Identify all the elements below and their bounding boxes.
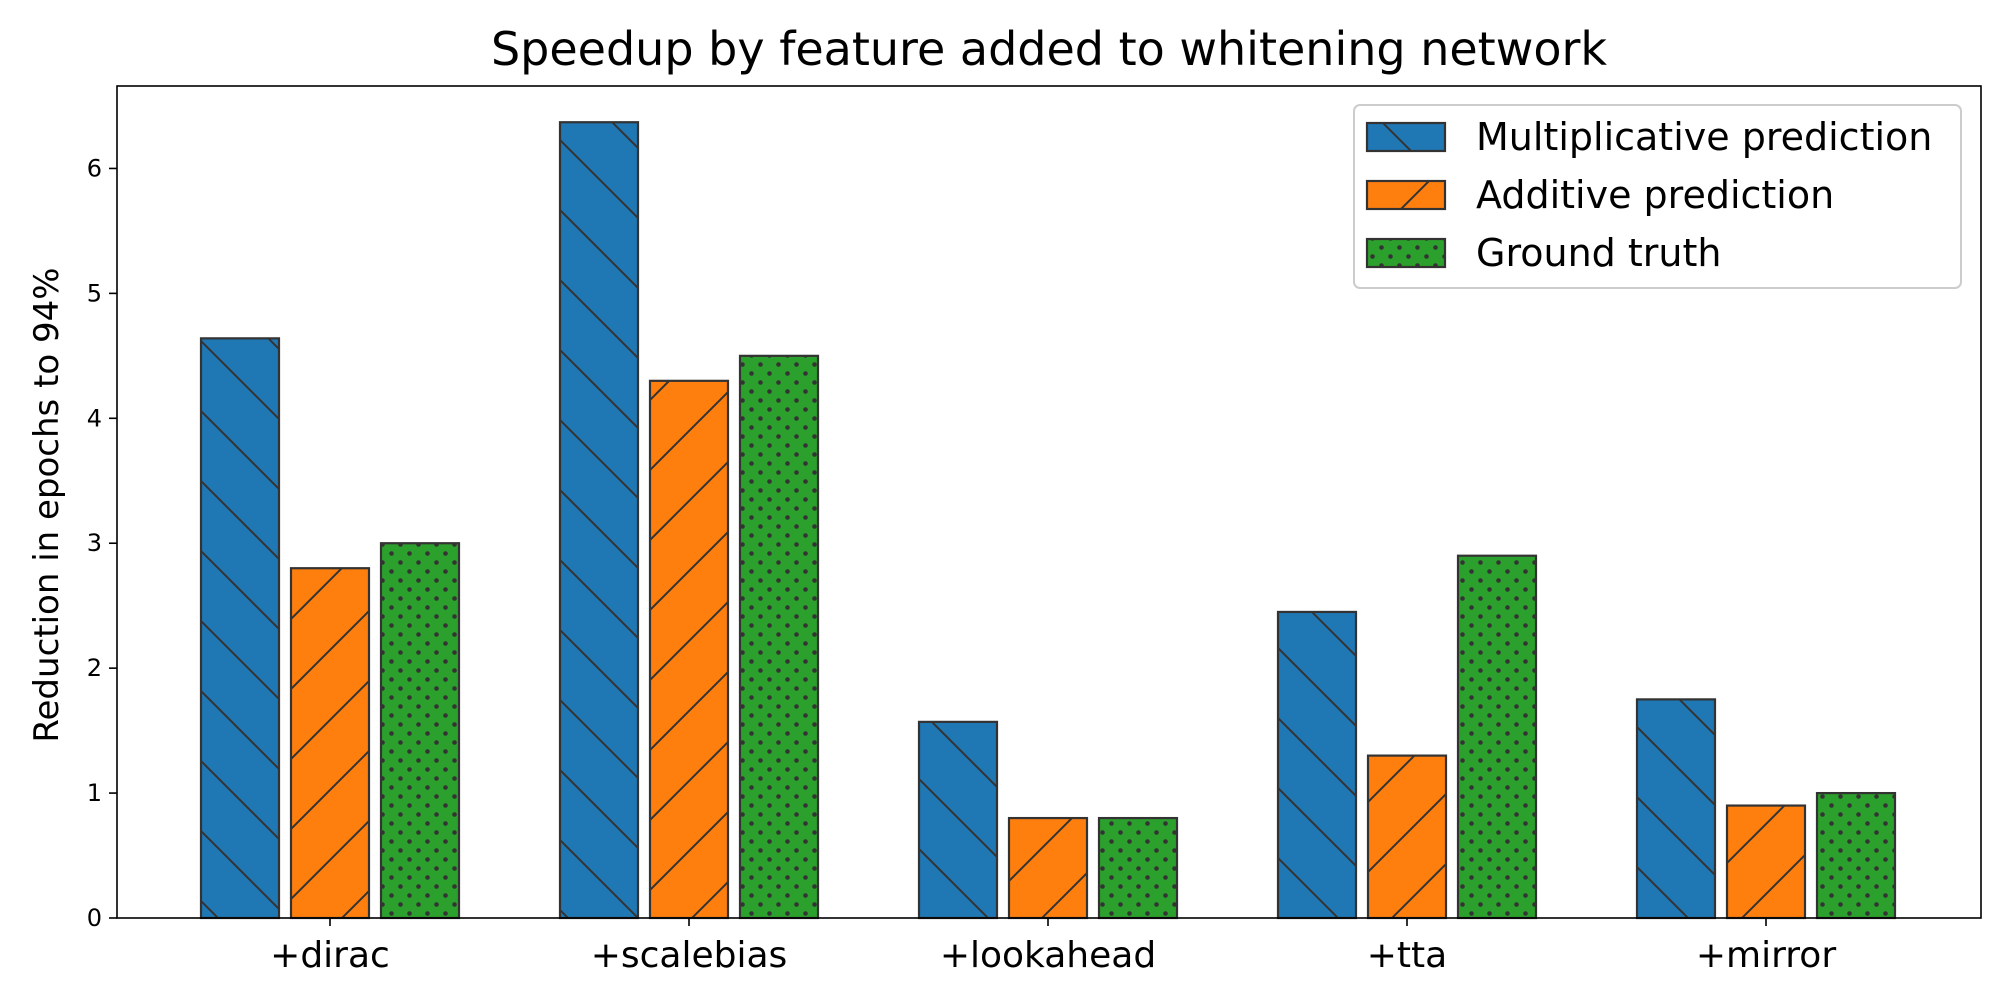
bar-additive-prediction-dirac-hatch (289, 567, 371, 920)
bar-multiplicative-prediction-dirac-hatch (199, 337, 281, 920)
bar-additive-prediction-scalebias (648, 379, 730, 920)
bar-additive-prediction-dirac (289, 567, 371, 920)
y-tick-label-4: 4 (87, 404, 102, 432)
bar-multiplicative-prediction-scalebias-hatch (558, 121, 640, 920)
x-tick-label-tta: +tta (1367, 935, 1447, 976)
x-tick-label-scalebias: +scalebias (591, 935, 788, 976)
y-axis-label: Reduction in epochs to 94% (27, 267, 67, 742)
y-tick-label-3: 3 (87, 529, 102, 557)
bar-multiplicative-prediction-lookahead (917, 720, 999, 920)
bar-ground-truth-dirac (379, 542, 461, 920)
bar-additive-prediction-mirror-hatch (1725, 804, 1807, 920)
x-tick-label-mirror: +mirror (1696, 935, 1836, 976)
x-axis: +dirac +scalebias +lookahead +tta +mirror (270, 918, 1836, 976)
bar-ground-truth-scalebias (738, 354, 820, 920)
legend-swatch-ground-truth-hatch (1365, 237, 1447, 269)
x-tick-label-lookahead: +lookahead (940, 935, 1156, 976)
bar-multiplicative-prediction-lookahead-hatch (917, 720, 999, 920)
legend: Multiplicative prediction Additive predic… (1353, 104, 1962, 289)
bar-ground-truth-tta-hatch (1456, 554, 1538, 920)
legend-label-additive-prediction: Additive prediction (1476, 173, 1834, 217)
bar-ground-truth-dirac-hatch (379, 542, 461, 920)
bar-ground-truth-scalebias-hatch (738, 354, 820, 920)
bar-ground-truth-tta (1456, 554, 1538, 920)
x-tick-label-dirac: +dirac (270, 935, 390, 976)
bar-multiplicative-prediction-tta (1276, 610, 1358, 920)
bar-multiplicative-prediction-mirror (1635, 698, 1717, 920)
y-tick-label-0: 0 (87, 904, 102, 932)
bar-ground-truth-lookahead-hatch (1097, 816, 1179, 920)
bar-ground-truth-mirror-hatch (1815, 791, 1897, 920)
bars-layer (199, 121, 1897, 920)
chart-title: Speedup by feature added to whitening ne… (491, 22, 1607, 76)
bar-additive-prediction-scalebias-hatch (648, 379, 730, 920)
bar-multiplicative-prediction-tta-hatch (1276, 610, 1358, 920)
bar-additive-prediction-lookahead-hatch (1007, 816, 1089, 920)
y-tick-label-6: 6 (87, 154, 102, 182)
bar-ground-truth-lookahead (1097, 816, 1179, 920)
bar-ground-truth-mirror (1815, 791, 1897, 920)
bar-additive-prediction-tta (1366, 754, 1448, 920)
legend-swatch-additive-prediction-hatch (1365, 179, 1447, 211)
y-tick-label-1: 1 (87, 779, 102, 807)
bar-multiplicative-prediction-scalebias (558, 121, 640, 920)
legend-swatch-additive-prediction (1365, 179, 1447, 211)
plot-frame (116, 85, 1982, 919)
y-tick-label-5: 5 (87, 279, 102, 307)
legend-box (1353, 104, 1962, 289)
bar-multiplicative-prediction-dirac (199, 337, 281, 920)
bar-additive-prediction-mirror (1725, 804, 1807, 920)
y-tick-label-2: 2 (87, 654, 102, 682)
legend-label-multiplicative-prediction: Multiplicative prediction (1476, 115, 1932, 159)
bar-additive-prediction-lookahead (1007, 816, 1089, 920)
bar-multiplicative-prediction-mirror-hatch (1635, 698, 1717, 920)
bar-additive-prediction-tta-hatch (1366, 754, 1448, 920)
legend-swatch-ground-truth (1365, 237, 1447, 269)
y-axis: 0 1 2 3 4 5 6 (87, 154, 117, 932)
legend-swatch-multiplicative-prediction-hatch (1365, 121, 1447, 153)
legend-label-ground-truth: Ground truth (1476, 231, 1721, 275)
legend-swatch-multiplicative-prediction (1365, 121, 1447, 153)
